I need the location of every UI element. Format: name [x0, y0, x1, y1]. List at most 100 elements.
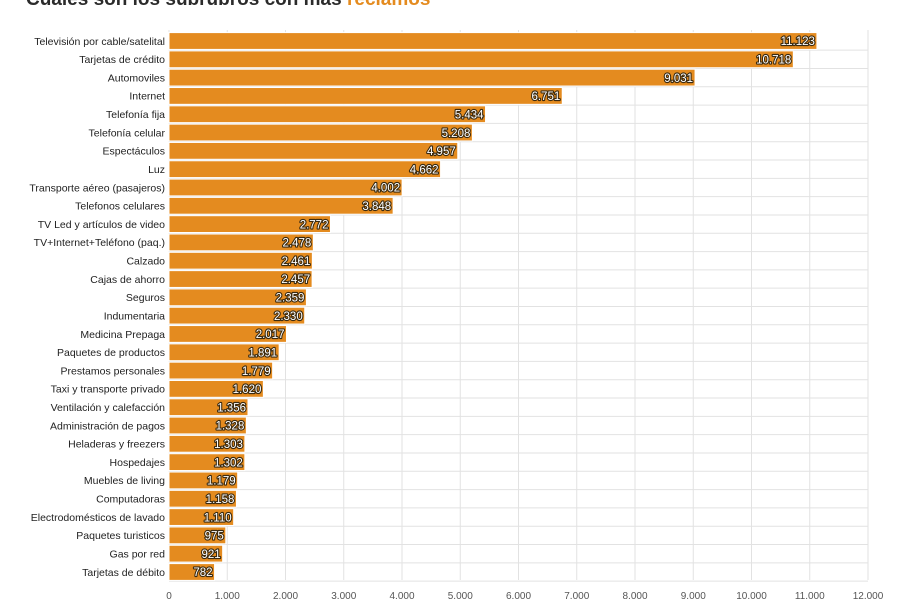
x-tick-label: 6.000	[506, 591, 531, 600]
x-tick-label: 8.000	[622, 591, 647, 600]
x-tick-label: 2.000	[273, 591, 298, 600]
value-label: 3.848	[362, 201, 391, 213]
bar	[168, 251, 313, 270]
category-label: Seguros	[126, 292, 165, 304]
bar	[168, 32, 818, 50]
value-label: 1.302	[214, 457, 243, 469]
category-label: Indumentaria	[104, 310, 165, 322]
x-tick-label: 0	[166, 591, 172, 600]
bar	[168, 105, 487, 124]
x-tick-label: 9.000	[681, 591, 706, 600]
x-tick-label: 10.000	[736, 591, 767, 600]
value-label: 2.772	[300, 219, 329, 231]
category-label: Calzado	[126, 256, 165, 268]
category-label: Telefonos celulares	[75, 201, 165, 213]
chart-title-text: Cuáles son los subrubros con más	[26, 0, 342, 10]
category-label: Tarjetas de crédito	[79, 54, 165, 66]
value-label: 1.158	[206, 494, 235, 506]
category-label: Tarjetas de débito	[82, 567, 165, 579]
value-label: 5.208	[442, 128, 471, 140]
bar	[168, 141, 459, 160]
value-label: 6.751	[531, 91, 560, 103]
value-label: 975	[205, 531, 224, 543]
bar	[168, 526, 227, 545]
bar	[168, 434, 246, 453]
bar	[168, 270, 313, 288]
category-label: Ventilación y calefacción	[51, 402, 166, 414]
bar	[168, 379, 264, 398]
bar	[168, 233, 314, 252]
value-label: 1.356	[217, 402, 246, 414]
bar	[168, 68, 696, 87]
bar	[168, 398, 249, 417]
bar	[168, 215, 331, 233]
category-label: Heladeras y freezers	[68, 439, 165, 451]
x-tick-label: 7.000	[564, 591, 589, 600]
category-label: Paquetes turisticos	[76, 530, 165, 542]
value-label: 1.328	[216, 421, 245, 433]
value-label: 1.620	[233, 384, 262, 396]
value-label: 1.779	[242, 366, 271, 378]
category-label: Administración de pagos	[50, 420, 165, 432]
x-tick-label: 1.000	[215, 591, 240, 600]
category-label: Gas por red	[110, 548, 166, 560]
bar	[168, 544, 224, 563]
bar	[168, 471, 239, 490]
x-tick-label: 5.000	[448, 591, 473, 600]
x-tick-label: 11.000	[795, 591, 825, 600]
bar	[168, 123, 473, 142]
value-label: 1.891	[248, 347, 277, 359]
category-label: Cajas de ahorro	[90, 274, 165, 286]
bar	[168, 453, 246, 472]
bar	[168, 489, 237, 508]
bar	[168, 50, 794, 69]
category-label: Muebles de living	[84, 475, 165, 487]
value-label: 4.957	[427, 146, 456, 158]
bar	[168, 178, 403, 197]
x-tick-label: 12.000	[853, 591, 884, 600]
x-tick-label: 4.000	[389, 591, 414, 600]
value-label: 921	[201, 549, 220, 561]
category-label: Taxi y transporte privado	[51, 384, 166, 396]
bar	[168, 325, 287, 343]
category-label: TV+Internet+Teléfono (paq.)	[34, 237, 165, 249]
category-label: Luz	[148, 164, 165, 176]
category-label: Telefonía celular	[89, 127, 166, 139]
category-label: Espectáculos	[103, 146, 165, 158]
category-label: Transporte aéreo (pasajeros)	[29, 182, 165, 194]
category-label: Computadoras	[96, 494, 165, 506]
value-label: 2.359	[276, 293, 305, 305]
bar	[168, 87, 563, 105]
bar	[168, 306, 306, 325]
category-label: Telefonía fija	[106, 109, 165, 121]
bars	[168, 32, 818, 581]
category-label: Paquetes de productos	[57, 347, 165, 359]
category-label: Electrodomésticos de lavado	[31, 512, 165, 524]
value-label: 1.179	[207, 476, 236, 488]
bar	[168, 160, 442, 179]
value-label: 4.662	[410, 164, 439, 176]
value-label: 11.123	[781, 36, 815, 48]
value-label: 1.303	[214, 439, 243, 451]
bar	[168, 288, 307, 307]
value-label: 2.457	[281, 274, 310, 286]
category-label: Prestamos personales	[61, 365, 165, 377]
value-label: 10.718	[756, 55, 791, 67]
value-label: 1.110	[204, 512, 232, 524]
value-label: 782	[193, 567, 212, 579]
value-label: 2.478	[283, 238, 312, 250]
value-label: 5.434	[455, 109, 484, 121]
labels: 0 1.000 2.000 3.000 4.000 5.000 6.000 7.000 8.00…	[29, 35, 884, 600]
bar	[168, 343, 280, 362]
category-label: Automoviles	[108, 72, 165, 84]
chart-title: Cuáles son los subrubros con más reclamo…	[26, 0, 430, 11]
x-tick-label: 3.000	[331, 591, 356, 600]
category-label: Hospedajes	[110, 457, 165, 469]
category-label: Medicina Prepaga	[80, 329, 165, 341]
bar	[168, 196, 394, 215]
value-label: 2.017	[256, 329, 285, 341]
value-label: 2.330	[274, 311, 303, 323]
bar	[168, 563, 216, 581]
chart-title-highlight: reclamos	[347, 0, 430, 10]
